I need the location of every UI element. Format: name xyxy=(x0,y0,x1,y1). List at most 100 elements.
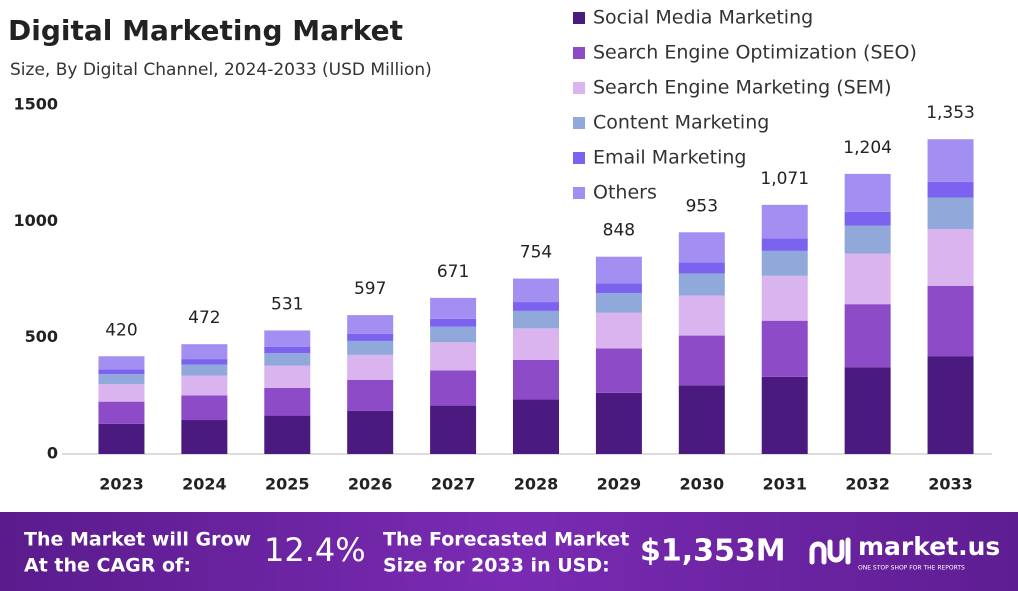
bar-segment xyxy=(927,139,974,182)
bar-segment xyxy=(927,181,974,198)
y-tick-label: 500 xyxy=(25,327,58,346)
total-label: 848 xyxy=(603,221,635,241)
total-label: 754 xyxy=(520,243,552,263)
bar-segment xyxy=(430,326,477,343)
chart-subtitle: Size, By Digital Channel, 2024-2033 (USD… xyxy=(10,60,432,80)
x-tick-label: 2023 xyxy=(99,475,144,494)
legend-label: Social Media Marketing xyxy=(593,7,813,29)
bar-segment xyxy=(98,369,145,375)
bar-segment xyxy=(430,297,477,319)
bar-segment xyxy=(347,315,394,334)
bar-segment xyxy=(264,330,311,347)
bar-segment xyxy=(761,275,808,321)
bar-segment xyxy=(595,283,642,293)
legend-swatch xyxy=(573,187,585,199)
bar-segment xyxy=(264,346,311,354)
y-tick-label: 1000 xyxy=(13,211,58,230)
bar-segment xyxy=(347,340,394,355)
bar-segment xyxy=(264,387,311,416)
footer-text: The Forecasted Market xyxy=(383,529,629,551)
footer-text: Size for 2033 in USD: xyxy=(383,555,610,577)
bar-segment xyxy=(430,370,477,406)
bar-segment xyxy=(513,278,559,303)
bar-segment xyxy=(927,285,974,357)
total-label: 531 xyxy=(271,294,303,314)
bar-segment xyxy=(347,333,394,341)
bar-segment xyxy=(347,410,394,454)
bar-segment xyxy=(513,310,559,329)
total-label: 1,071 xyxy=(760,169,809,189)
bar-segment xyxy=(595,292,642,313)
bar-segment xyxy=(678,385,725,454)
bar-segment xyxy=(761,250,808,276)
bar-segment xyxy=(513,360,559,400)
x-tick-label: 2032 xyxy=(845,475,890,494)
x-tick-label: 2024 xyxy=(182,475,227,494)
legend-label: Search Engine Optimization (SEO) xyxy=(593,42,917,64)
legend-label: Content Marketing xyxy=(593,112,769,134)
x-tick-label: 2027 xyxy=(431,475,476,494)
bar-segment xyxy=(595,256,642,284)
bar-segment xyxy=(430,318,477,327)
brand-name: market.us xyxy=(858,532,1000,561)
bar-segment xyxy=(513,328,559,361)
bar-segment xyxy=(844,304,891,368)
bar-segment xyxy=(264,415,311,454)
bar-segment xyxy=(181,364,228,376)
total-label: 472 xyxy=(188,308,220,328)
legend: Social Media Marketing Search Engine Opti… xyxy=(573,7,917,204)
bar-segment xyxy=(678,262,725,274)
bar-segment xyxy=(347,354,394,380)
bar-segment xyxy=(761,376,808,454)
footer-text: At the CAGR of: xyxy=(24,555,191,577)
legend-label: Others xyxy=(593,182,657,204)
footer: The Market will Grow At the CAGR of: 12.… xyxy=(0,512,1018,591)
legend-label: Search Engine Marketing (SEM) xyxy=(593,77,892,99)
bar-segment xyxy=(98,356,145,370)
total-label: 420 xyxy=(105,320,137,340)
bar-segment xyxy=(844,253,891,305)
bar-segment xyxy=(181,375,228,396)
bar-segment xyxy=(678,273,725,296)
x-tick-label: 2030 xyxy=(680,475,725,494)
bar-segment xyxy=(595,348,642,393)
bar-segment xyxy=(844,225,891,254)
legend-swatch xyxy=(573,47,585,59)
bar-segment xyxy=(181,344,228,360)
legend-swatch xyxy=(573,12,585,24)
bar-segment xyxy=(513,399,559,454)
x-tick-label: 2028 xyxy=(514,475,559,494)
x-tick-label: 2026 xyxy=(348,475,393,494)
brand-logo xyxy=(809,537,851,565)
bar-segment xyxy=(595,312,642,349)
bar-segment xyxy=(678,335,725,386)
total-label: 953 xyxy=(686,196,718,216)
bar-segment xyxy=(98,374,145,384)
bar-segment xyxy=(927,356,974,454)
bar-segment xyxy=(181,359,228,365)
cagr-value: 12.4% xyxy=(264,531,366,569)
bar-segment xyxy=(761,204,808,239)
bar-segment xyxy=(98,401,145,424)
brand-tagline: ONE STOP SHOP FOR THE REPORTS xyxy=(858,565,965,572)
bar-segment xyxy=(181,420,228,454)
bar-segment xyxy=(678,295,725,336)
forecast-value: $1,353M xyxy=(640,534,786,569)
bar-segment xyxy=(844,173,891,212)
bar-segment xyxy=(430,405,477,454)
bar-segment xyxy=(595,392,642,454)
plot-area: 0 500 1000 1500 420 2023 472 2024 531 2025 597 2026… xyxy=(13,95,992,494)
bar-segment xyxy=(264,365,311,388)
chart-title: Digital Marketing Market xyxy=(8,14,403,47)
bar-segment xyxy=(761,320,808,377)
bar-segment xyxy=(181,395,228,421)
legend-swatch xyxy=(573,117,585,129)
y-tick-label: 0 xyxy=(47,444,58,463)
x-tick-label: 2025 xyxy=(265,475,310,494)
legend-swatch xyxy=(573,152,585,164)
bar-segment xyxy=(927,229,974,286)
legend-swatch xyxy=(573,82,585,94)
footer-text: The Market will Grow xyxy=(24,529,251,551)
bar-segment xyxy=(264,353,311,366)
